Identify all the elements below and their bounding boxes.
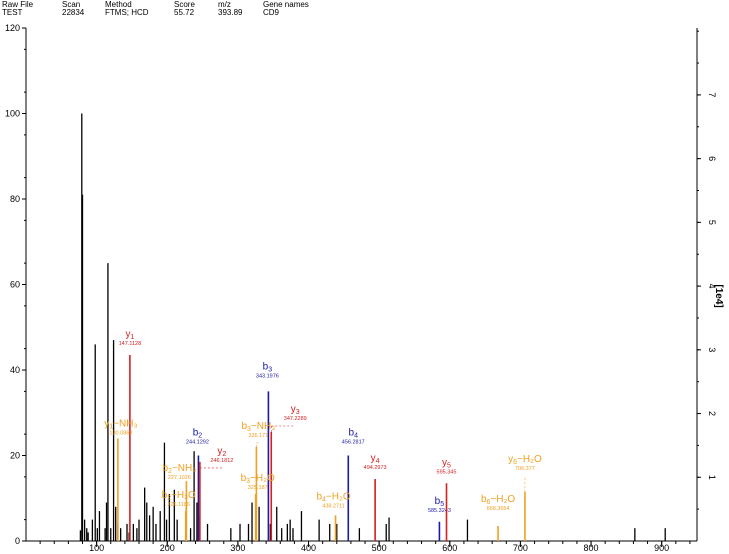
y2-tick-label: 7	[707, 92, 717, 97]
y2-tick-label: 2	[707, 411, 717, 416]
y-tick-label: 40	[10, 365, 20, 375]
ion-label: b2−H₂O	[162, 490, 196, 502]
ion-mz-label: 494.2973	[364, 465, 387, 471]
ion-mz-label: 668.3654	[487, 506, 510, 512]
header-column: Gene names CD9	[263, 1, 309, 17]
ion-label: y4	[371, 453, 380, 465]
y-tick-label: 80	[10, 194, 20, 204]
header-label: Gene names	[263, 0, 309, 9]
y2-tick-label: 4	[707, 284, 717, 289]
y-tick-label: 0	[15, 536, 20, 546]
x-tick-label: 800	[584, 543, 599, 553]
ion-label: y5	[442, 457, 451, 469]
header-column: Scan 22834	[62, 1, 84, 17]
y2-axis-label: [1e4]	[713, 284, 724, 307]
ion-mz-label: 246.1812	[210, 458, 233, 464]
ion-label: y6−H₂O	[508, 454, 542, 466]
ion-label: b4−H₂O	[316, 491, 350, 503]
ion-label: b2	[193, 428, 203, 440]
header-column: Raw File TEST	[2, 1, 33, 17]
header-value: CD9	[263, 8, 280, 17]
x-tick-label: 200	[160, 543, 175, 553]
ion-label: y3	[291, 404, 300, 416]
ion-mz-label: 227.1026	[168, 475, 191, 481]
y2-tick-label: 1	[707, 475, 717, 480]
ion-mz-label: 438.2711	[322, 503, 345, 509]
ion-mz-label: 130.0863	[109, 430, 132, 436]
ion-mz-label: 325.187	[248, 485, 268, 491]
ion-mz-label: 456.2817	[342, 440, 365, 446]
header-column: m/z 393.89	[218, 1, 242, 17]
header-label: Method	[105, 0, 132, 9]
ion-label: y2	[217, 446, 226, 458]
y2-tick-label: 6	[707, 156, 717, 161]
header-column: Method FTMS; HCD	[105, 1, 149, 17]
ion-mz-label: 244.1292	[186, 440, 209, 446]
ion-label: b3	[263, 361, 273, 373]
ion-mz-label: 226.1186	[167, 502, 190, 508]
header-value: 393.89	[218, 8, 243, 17]
ion-label: y1	[125, 329, 134, 341]
y-tick-label: 20	[10, 451, 20, 461]
y-tick-label: 100	[5, 109, 20, 119]
y-tick-label: 120	[5, 23, 20, 33]
ion-label: b4	[349, 428, 359, 440]
ion-mz-label: 347.2289	[284, 416, 307, 422]
header-label: Scan	[62, 0, 81, 9]
header-label: Score	[174, 0, 195, 9]
ion-mz-label: 326.171	[248, 433, 268, 439]
ion-mz-label: 706.377	[515, 466, 535, 472]
header-column: Score 55.72	[174, 1, 195, 17]
header-label: Raw File	[2, 0, 34, 9]
ion-label: b2−NH₃	[162, 463, 196, 475]
header-value: 22834	[62, 8, 85, 17]
scan-info-header: Raw File TEST Scan 22834 Method FTMS; HCD Scor…	[0, 0, 729, 20]
x-tick-label: 300	[230, 543, 245, 553]
header-value: TEST	[2, 8, 23, 17]
header-value: 55.72	[174, 8, 195, 17]
ion-label: b5	[435, 496, 445, 508]
x-tick-label: 400	[301, 543, 316, 553]
x-tick-label: 600	[442, 543, 457, 553]
y-tick-label: 60	[10, 280, 20, 290]
x-tick-label: 100	[89, 543, 104, 553]
y2-tick-label: 3	[707, 347, 717, 352]
x-tick-label: 900	[654, 543, 669, 553]
ion-mz-label: 147.1128	[119, 341, 142, 347]
ion-mz-label: 585.3243	[428, 508, 451, 514]
ion-mz-label: 343.1976	[256, 373, 279, 379]
y2-tick-label: 5	[707, 220, 717, 225]
header-value: FTMS; HCD	[105, 8, 149, 17]
ion-label: b3−H₂O	[241, 473, 275, 485]
x-tick-label: 700	[513, 543, 528, 553]
x-tick-label: 500	[372, 543, 387, 553]
ion-label: b3−NH₃	[241, 421, 275, 433]
header-label: m/z	[218, 0, 231, 9]
ion-mz-label: 595.345	[437, 469, 457, 475]
ion-label: y1−NH₃	[104, 418, 137, 430]
ion-label: b6−H₂O	[481, 494, 515, 506]
